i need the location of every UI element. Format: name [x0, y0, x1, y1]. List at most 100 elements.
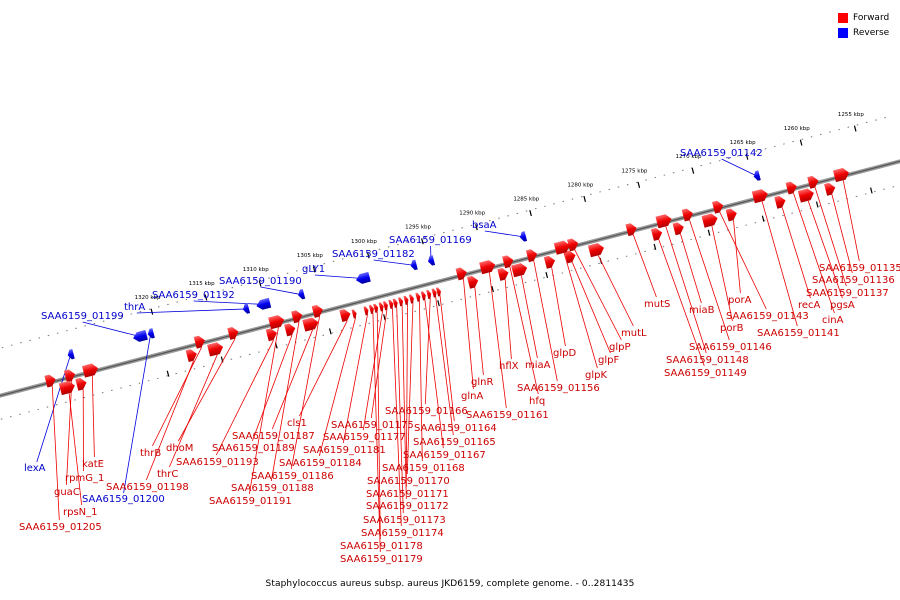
forward-gene-label: porA [728, 295, 752, 306]
leader-line [91, 375, 95, 458]
label-leader-lines [36, 158, 860, 553]
forward-gene-miaa [511, 263, 528, 278]
scale-tick-label: 1290 kbp [459, 211, 485, 217]
scale-tick-label: 1305 kbp [297, 253, 323, 259]
forward-gene-label: thrB [140, 448, 161, 459]
forward-gene-label: SAA6159_01177 [323, 432, 406, 443]
leader-line [145, 360, 194, 481]
forward-gene-saa6159-01137 [807, 175, 819, 189]
reverse-gene-saa6159-01182 [410, 259, 418, 271]
figure-caption: Staphylococcus aureus subsp. aureus JKD6… [265, 579, 635, 589]
reverse-gene-label: SAA6159_01192 [152, 290, 235, 301]
leader-line [504, 279, 512, 360]
forward-gene-label: SAA6159_01179 [340, 554, 423, 565]
forward-gene-label: glpK [585, 370, 607, 381]
leader-line [68, 393, 82, 506]
leader-line [551, 267, 566, 347]
leader-line [123, 333, 152, 494]
forward-gene-label: SAA6159_01181 [303, 445, 386, 456]
forward-gene-label: SAA6159_01136 [812, 275, 895, 286]
leader-line [665, 226, 707, 354]
leader-line [396, 306, 404, 514]
scale-tick-label: 1280 kbp [567, 182, 593, 188]
forward-gene-saa6159-01166 [426, 289, 432, 300]
forward-gene-mutl [587, 243, 604, 258]
leader-line [424, 298, 431, 405]
forward-gene-reca [774, 195, 786, 209]
leader-line [270, 321, 300, 482]
scale-tick: 1305 kbp [297, 253, 332, 335]
forward-gene-label: miaB [689, 305, 715, 316]
leader-line [373, 259, 414, 266]
leader-line [318, 317, 356, 457]
forward-gene-thrc [207, 342, 224, 357]
leader-line [733, 220, 741, 294]
forward-gene-label: porB [720, 323, 744, 334]
scale-tick: 1260 kbp [784, 126, 819, 208]
leader-line [807, 200, 843, 299]
forward-swatch [838, 12, 848, 23]
forward-gene-saa6159-01167 [420, 291, 426, 301]
leader-line [842, 180, 860, 262]
leader-line [533, 260, 558, 382]
forward-gene-label: SAA6159_01149 [664, 368, 747, 379]
leader-line [781, 207, 811, 299]
reverse-gene-label: bsaA [472, 220, 497, 231]
forward-gene-saa6159-01188 [291, 310, 303, 324]
forward-gene-label: SAA6159_01188 [231, 483, 314, 494]
leader-line [391, 307, 402, 527]
forward-gene-label: pgsA [830, 300, 855, 311]
forward-gene-label: SAA6159_01156 [517, 383, 600, 394]
scale-ruler: 1255 kbp 1260 kbp 1265 kbp 1270 kbp 1275 kbp… [0, 112, 900, 420]
leader-line [632, 234, 657, 298]
forward-gene-hfq [502, 255, 514, 269]
legend-forward-label: Forward [853, 12, 890, 23]
reverse-gene-saa6159-01169 [428, 255, 436, 266]
forward-gene-saa6159-01143 [712, 200, 724, 214]
reverse-gene-label: SAA6159_01200 [82, 494, 165, 505]
forward-gene-label: SAA6159_01135 [819, 263, 900, 274]
forward-gene-label: cls1 [287, 418, 307, 429]
leader-line [831, 194, 853, 274]
scale-tick: 1255 kbp [838, 112, 873, 194]
forward-gene-saa6159-01205 [44, 374, 56, 388]
leader-line [419, 300, 423, 462]
forward-gene-pgsa [797, 188, 814, 203]
forward-gene-glna [455, 267, 467, 281]
forward-gene-cina [785, 181, 797, 195]
leader-line [372, 313, 381, 553]
scale-tick-label: 1295 kbp [405, 225, 431, 231]
forward-gene-saa6159-01141 [751, 189, 768, 204]
reverse-gene-label: SAA6159_01182 [332, 249, 415, 260]
forward-gene-label: SAA6159_01170 [367, 476, 450, 487]
scale-tick-label: 1315 kbp [189, 281, 215, 287]
forward-gene-label: cinA [822, 315, 844, 326]
forward-gene-label: mutS [644, 299, 670, 310]
forward-gene-saa6159-01187 [302, 317, 319, 332]
forward-gene-label: SAA6159_01178 [340, 541, 423, 552]
forward-gene-label: SAA6159_01141 [757, 328, 840, 339]
forward-gene-label: SAA6159_01191 [209, 496, 292, 507]
reverse-gene-saa6159-01200 [147, 328, 155, 339]
leader-line [719, 212, 767, 310]
forward-gene-saa6159-01171 [403, 295, 409, 306]
forward-gene-label: thrC [157, 469, 178, 480]
scale-tick-label: 1275 kbp [622, 168, 648, 174]
leader-line [484, 230, 523, 238]
forward-gene-saa6159-01177 [378, 302, 384, 312]
leader-line [571, 262, 611, 354]
leader-line [489, 272, 507, 409]
forward-gene-label: guaC [54, 487, 80, 498]
forward-gene-label: recA [798, 300, 821, 311]
forward-gene-label: SAA6159_01168 [382, 463, 465, 474]
reverse-gene-thra [242, 303, 251, 314]
forward-gene-label: dhoM [166, 443, 193, 454]
forward-gene-label: SAA6159_01187 [232, 431, 315, 442]
forward-gene-label: rpsN_1 [63, 507, 98, 518]
scale-tick: 1320 kbp [135, 295, 170, 377]
legend: Forward Reverse [838, 10, 889, 40]
leader-line [260, 286, 302, 295]
leader-line [721, 158, 757, 177]
